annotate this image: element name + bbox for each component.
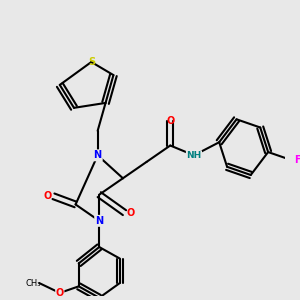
Text: F: F	[294, 155, 300, 165]
Text: O: O	[126, 208, 134, 218]
Text: O: O	[44, 191, 52, 201]
Text: N: N	[95, 216, 103, 226]
Text: O: O	[166, 116, 174, 126]
Text: N: N	[94, 150, 102, 160]
Text: NH: NH	[186, 151, 202, 160]
Text: CH₃: CH₃	[26, 279, 41, 288]
Text: S: S	[88, 57, 95, 67]
Text: O: O	[56, 288, 64, 298]
